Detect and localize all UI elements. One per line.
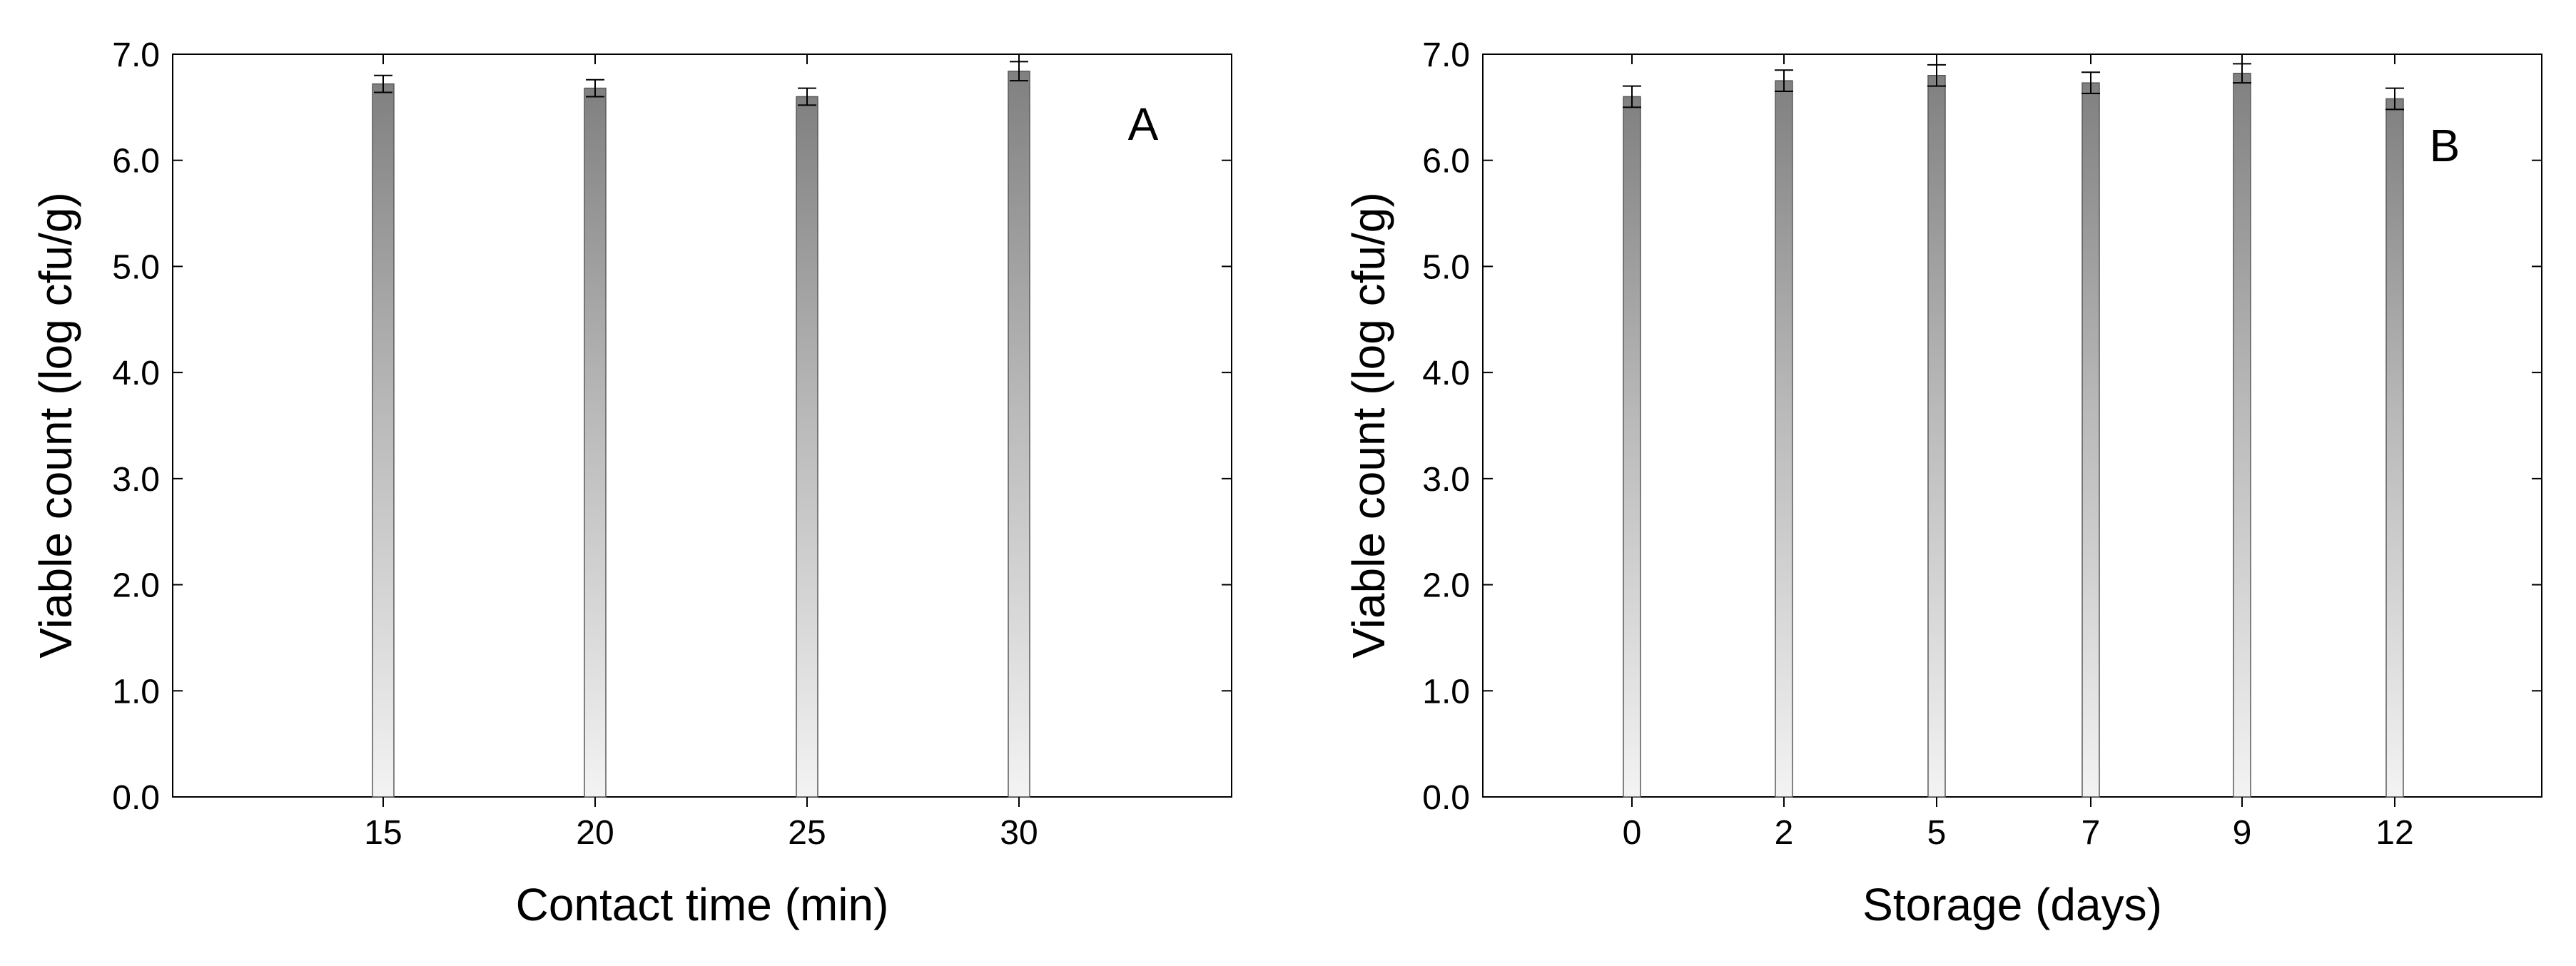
chart-panel-b: 0.0 1.0 2.0 3.0 4.0 5.0 6.0 7.0 0 2 5 7 9 12 B Stora… xyxy=(1343,36,2542,930)
x-tick-label: 20 xyxy=(576,814,614,852)
x-axis-ticks: 0 2 5 7 9 12 xyxy=(1623,54,2414,852)
bar xyxy=(2233,73,2251,798)
chart-panel-a: 0.0 1.0 2.0 3.0 4.0 5.0 6.0 7.0 15 20 25 30 A Cont… xyxy=(30,36,1232,930)
y-tick-label: 2.0 xyxy=(1422,567,1470,605)
y-tick-label: 3.0 xyxy=(112,461,160,499)
y-tick-label: 0.0 xyxy=(112,779,160,817)
y-tick-label: 6.0 xyxy=(112,143,160,181)
y-tick-label: 7.0 xyxy=(1422,36,1470,74)
bar-series xyxy=(372,71,1030,798)
y-tick-label: 6.0 xyxy=(1422,143,1470,181)
y-axis-title: Viable count (log cfu/g) xyxy=(30,192,81,658)
bar xyxy=(796,96,818,798)
error-bar-series xyxy=(374,61,1028,106)
x-tick-label: 25 xyxy=(788,814,826,852)
x-tick-label: 15 xyxy=(364,814,402,852)
x-tick-label: 30 xyxy=(1000,814,1038,852)
bar xyxy=(1775,80,1793,798)
y-tick-label: 2.0 xyxy=(112,567,160,605)
error-bar-series xyxy=(1623,63,2404,111)
x-tick-label: 2 xyxy=(1775,814,1794,852)
panel-label: B xyxy=(2430,120,2460,171)
bar xyxy=(1008,71,1030,798)
x-tick-label: 9 xyxy=(2233,814,2252,852)
y-tick-label: 7.0 xyxy=(112,36,160,74)
y-tick-label: 1.0 xyxy=(112,673,160,711)
bar xyxy=(1927,74,1946,798)
x-tick-label: 7 xyxy=(2081,814,2101,852)
y-axis-ticks: 0.0 1.0 2.0 3.0 4.0 5.0 6.0 7.0 xyxy=(1422,36,2542,817)
y-axis-title: Viable count (log cfu/g) xyxy=(1343,192,1394,658)
x-tick-label: 0 xyxy=(1623,814,1642,852)
y-tick-label: 5.0 xyxy=(1422,248,1470,286)
plot-frame xyxy=(1482,54,2542,798)
bar xyxy=(372,83,395,798)
y-tick-label: 4.0 xyxy=(1422,355,1470,392)
panel-label: A xyxy=(1128,98,1159,150)
x-axis-title: Contact time (min) xyxy=(516,879,889,930)
x-axis-title: Storage (days) xyxy=(1862,879,2162,930)
bar xyxy=(1623,96,1641,798)
y-axis-ticks: 0.0 1.0 2.0 3.0 4.0 5.0 6.0 7.0 xyxy=(112,36,1232,817)
x-axis-ticks: 15 20 25 30 xyxy=(364,54,1038,852)
x-tick-label: 5 xyxy=(1927,814,1947,852)
y-tick-label: 4.0 xyxy=(112,355,160,392)
y-tick-label: 5.0 xyxy=(112,248,160,286)
bar-series xyxy=(1623,73,2404,798)
y-tick-label: 3.0 xyxy=(1422,461,1470,499)
y-tick-label: 0.0 xyxy=(1422,779,1470,817)
bar xyxy=(2081,82,2100,798)
y-tick-label: 1.0 xyxy=(1422,673,1470,711)
x-tick-label: 12 xyxy=(2375,814,2413,852)
bar xyxy=(584,87,607,798)
bar xyxy=(2385,98,2404,798)
plot-frame xyxy=(172,54,1232,798)
